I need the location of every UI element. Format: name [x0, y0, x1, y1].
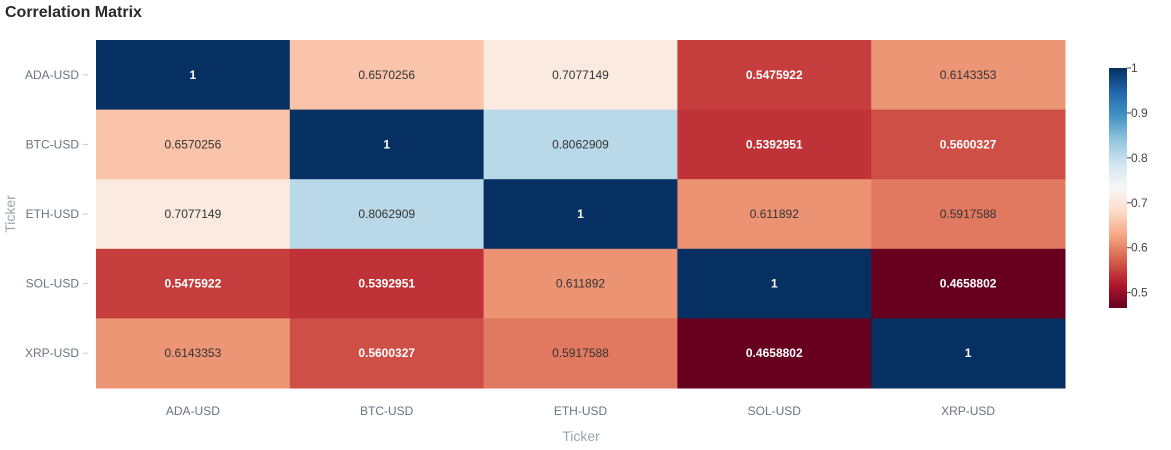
heatmap-cell — [483, 318, 678, 389]
heatmap-cell — [677, 248, 872, 319]
heatmap-cells: 1 0.6570256 0.7077149 0.5475922 0.6143353 0.6… — [96, 40, 1066, 389]
cell-value-label: 0.611892 — [750, 207, 799, 221]
heatmap-cell — [677, 179, 872, 250]
heatmap-cell — [677, 318, 872, 389]
colorbar-tick-label: 0.5 — [1131, 286, 1148, 300]
cell-value-label: 1 — [190, 68, 197, 82]
cell-value-label: 0.6143353 — [940, 68, 997, 82]
cell-value-label: 0.4658802 — [940, 277, 997, 291]
cell-value-label: 0.5600327 — [940, 137, 997, 151]
heatmap-cell — [289, 318, 485, 389]
cell-value-label: 0.6143353 — [165, 346, 222, 360]
cell-value-label: 0.6570256 — [165, 137, 222, 151]
y-axis-ticks: ADA-USD BTC-USD ETH-USD SOL-USD XRP-USD — [25, 68, 88, 360]
heatmap-cell — [677, 40, 872, 111]
colorbar-tick-label: 0.9 — [1131, 106, 1148, 120]
y-tick-label: ETH-USD — [26, 207, 80, 221]
y-tick-label: BTC-USD — [26, 137, 80, 151]
x-tick-label: XRP-USD — [941, 404, 995, 418]
x-tick-label: ETH-USD — [554, 404, 608, 418]
heatmap-cell — [96, 179, 291, 250]
heatmap-cell — [289, 40, 485, 111]
y-axis-title: Ticker — [2, 195, 18, 233]
heatmap-cell — [96, 109, 291, 180]
cell-value-label: 0.7077149 — [165, 207, 222, 221]
cell-value-label: 0.5917588 — [552, 346, 609, 360]
heatmap-cell — [483, 40, 678, 111]
heatmap-cell — [289, 109, 485, 180]
colorbar-gradient — [1109, 68, 1127, 308]
heatmap-cell — [483, 109, 678, 180]
heatmap-cell — [483, 179, 678, 250]
heatmap-cell — [871, 109, 1066, 180]
x-tick-label: BTC-USD — [360, 404, 414, 418]
y-tick-label: SOL-USD — [26, 277, 80, 291]
y-tick-label: ADA-USD — [25, 68, 79, 82]
cell-value-label: 1 — [771, 277, 778, 291]
colorbar-tick-label: 0.7 — [1131, 196, 1148, 210]
y-tick-label: XRP-USD — [25, 346, 79, 360]
cell-value-label: 0.4658802 — [746, 346, 803, 360]
cell-value-label: 0.611892 — [556, 277, 605, 291]
cell-value-label: 0.5392951 — [746, 137, 803, 151]
cell-value-label: 1 — [577, 207, 584, 221]
colorbar: 1 0.9 0.8 0.7 0.6 0.5 — [1109, 61, 1148, 308]
colorbar-tick-label: 0.6 — [1131, 241, 1148, 255]
cell-value-label: 0.7077149 — [552, 68, 609, 82]
chart-title: Correlation Matrix — [5, 4, 142, 21]
cell-value-label: 1 — [965, 346, 972, 360]
x-axis-title: Ticker — [562, 428, 600, 444]
heatmap-cell — [289, 179, 485, 250]
heatmap-cell — [871, 179, 1066, 250]
cell-value-label: 0.5392951 — [358, 277, 415, 291]
cell-value-label: 0.5475922 — [746, 68, 803, 82]
heatmap-cell — [289, 248, 485, 319]
colorbar-tick-label: 0.8 — [1131, 151, 1148, 165]
cell-value-label: 0.5600327 — [358, 346, 415, 360]
cell-value-label: 0.6570256 — [358, 68, 415, 82]
x-tick-label: ADA-USD — [166, 404, 220, 418]
cell-value-label: 0.8062909 — [358, 207, 415, 221]
cell-value-label: 1 — [383, 137, 390, 151]
heatmap-cell — [483, 248, 678, 319]
heatmap-cell — [871, 318, 1066, 389]
heatmap-cell — [677, 109, 872, 180]
x-axis-ticks: ADA-USD BTC-USD ETH-USD SOL-USD XRP-USD — [166, 404, 996, 418]
heatmap-cell — [96, 318, 291, 389]
cell-value-label: 0.5475922 — [165, 277, 222, 291]
colorbar-tick-label: 1 — [1131, 61, 1138, 75]
heatmap-cell — [871, 40, 1066, 111]
cell-value-label: 0.5917588 — [940, 207, 997, 221]
x-tick-label: SOL-USD — [748, 404, 802, 418]
heatmap-cell — [871, 248, 1066, 319]
heatmap-cell — [96, 248, 291, 319]
cell-value-label: 0.8062909 — [552, 137, 609, 151]
heatmap-cell — [96, 40, 291, 111]
